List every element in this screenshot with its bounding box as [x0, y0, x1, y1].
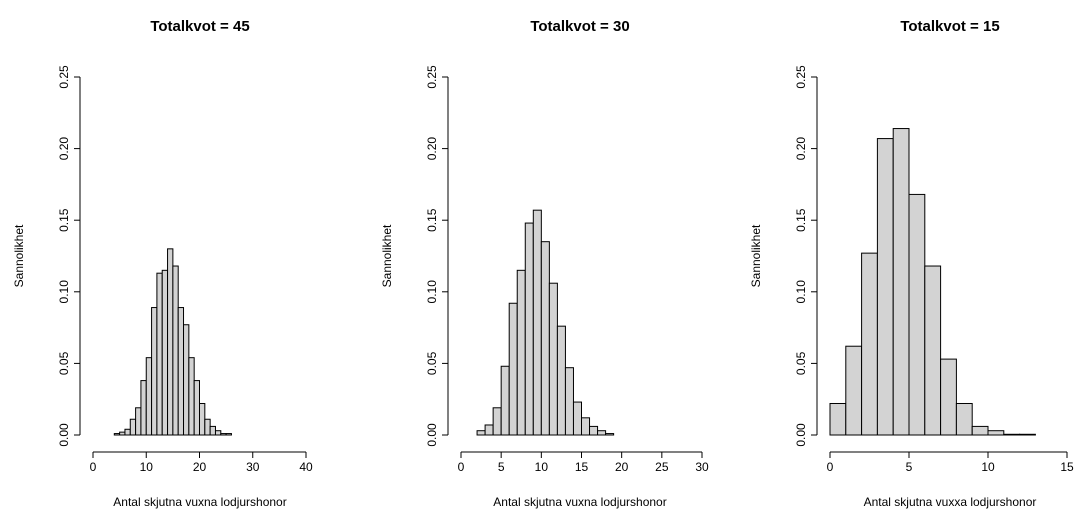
- y-tick-label: 0.25: [794, 65, 808, 89]
- bar: [220, 433, 227, 436]
- x-tick-label: 30: [246, 460, 260, 474]
- x-tick-label: 0: [90, 460, 97, 474]
- bar: [476, 430, 486, 436]
- bar: [199, 402, 206, 436]
- bar: [829, 402, 847, 436]
- y-tick-label: 0.15: [794, 208, 808, 232]
- bar: [492, 407, 502, 436]
- x-tick-label: 10: [981, 460, 995, 474]
- bar: [145, 357, 153, 436]
- bar: [605, 433, 615, 436]
- bar: [500, 365, 510, 436]
- x-tick-label: 40: [299, 460, 313, 474]
- y-tick-label: 0.20: [57, 137, 71, 161]
- bar: [188, 357, 195, 436]
- y-tick-label: 0.25: [425, 65, 439, 89]
- bar: [193, 380, 201, 436]
- x-axis-label: Antal skjutna vuxna lodjurshonor: [113, 495, 286, 509]
- y-tick-label: 0.10: [57, 280, 71, 304]
- bar: [556, 325, 566, 436]
- y-tick-label: 0.00: [794, 423, 808, 447]
- bar: [540, 241, 550, 436]
- x-axis-label: Antal skjutna vuxxa lodjurshonor: [864, 495, 1037, 509]
- x-tick-label: 20: [615, 460, 629, 474]
- y-tick-label: 0.20: [794, 137, 808, 161]
- bar: [225, 433, 232, 436]
- chart-title: Totalkvot = 45: [150, 18, 249, 35]
- y-tick-label: 0.15: [57, 208, 71, 232]
- bar: [924, 265, 942, 436]
- bar: [484, 424, 494, 436]
- y-axis-label: Sannolikhet: [12, 224, 26, 287]
- bar: [845, 345, 863, 436]
- bar: [209, 425, 216, 436]
- x-tick-label: 15: [1060, 460, 1074, 474]
- bar: [161, 269, 169, 436]
- bar: [876, 138, 894, 436]
- x-tick-label: 30: [695, 460, 709, 474]
- bar: [564, 367, 574, 436]
- x-axis-label: Antal skjutna vuxna lodjurshonor: [493, 495, 666, 509]
- bar: [581, 417, 591, 436]
- bar: [955, 402, 973, 436]
- bar: [1019, 433, 1036, 436]
- x-tick-label: 0: [458, 460, 465, 474]
- x-tick-label: 10: [535, 460, 549, 474]
- bar: [151, 307, 158, 436]
- bar: [892, 128, 910, 436]
- y-axis-label: Sannolikhet: [380, 224, 394, 287]
- y-tick-label: 0.15: [425, 208, 439, 232]
- y-tick-label: 0.10: [425, 280, 439, 304]
- x-tick-label: 10: [140, 460, 154, 474]
- chart-title: Totalkvot = 15: [900, 18, 999, 35]
- x-tick-label: 5: [906, 460, 913, 474]
- bar: [214, 430, 222, 436]
- y-tick-label: 0.05: [425, 351, 439, 375]
- bar: [597, 430, 607, 436]
- x-tick-label: 5: [498, 460, 505, 474]
- y-tick-label: 0.00: [57, 423, 71, 447]
- bar: [861, 252, 878, 436]
- bar: [908, 193, 926, 436]
- y-tick-label: 0.20: [425, 137, 439, 161]
- chart-title: Totalkvot = 30: [530, 18, 629, 35]
- bar: [524, 222, 534, 436]
- bar: [177, 307, 185, 436]
- bar: [129, 418, 137, 436]
- bar: [572, 401, 583, 436]
- bar: [516, 269, 526, 436]
- y-axis-label: Sannolikhet: [749, 224, 763, 287]
- bar: [172, 265, 179, 436]
- bar: [548, 282, 558, 436]
- y-tick-label: 0.05: [57, 351, 71, 375]
- bar: [135, 407, 142, 436]
- bar: [971, 425, 989, 436]
- bar: [113, 433, 121, 436]
- bar: [508, 302, 518, 436]
- bar: [124, 428, 131, 436]
- bar: [156, 272, 163, 436]
- y-tick-label: 0.10: [794, 280, 808, 304]
- y-tick-label: 0.05: [794, 351, 808, 375]
- bar: [167, 248, 174, 436]
- bar: [1003, 433, 1021, 436]
- y-tick-label: 0.00: [425, 423, 439, 447]
- x-tick-label: 0: [827, 460, 834, 474]
- bar: [940, 358, 957, 436]
- bar: [183, 324, 190, 436]
- bar: [987, 430, 1005, 436]
- bar: [119, 431, 126, 436]
- bar: [204, 418, 211, 436]
- x-tick-label: 20: [193, 460, 207, 474]
- x-tick-label: 25: [655, 460, 669, 474]
- bar: [140, 380, 147, 436]
- bar: [589, 425, 599, 436]
- bar: [532, 209, 542, 436]
- x-tick-label: 15: [575, 460, 589, 474]
- y-tick-label: 0.25: [57, 65, 71, 89]
